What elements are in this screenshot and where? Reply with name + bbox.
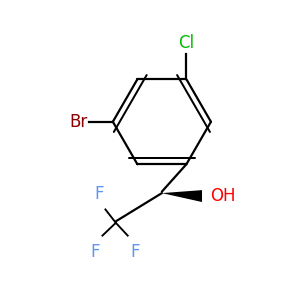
Text: Cl: Cl <box>178 34 194 52</box>
Text: Br: Br <box>69 113 88 131</box>
Text: OH: OH <box>210 187 236 205</box>
Text: F: F <box>130 243 140 261</box>
Polygon shape <box>162 190 202 202</box>
Text: F: F <box>90 243 100 261</box>
Text: F: F <box>95 185 104 203</box>
